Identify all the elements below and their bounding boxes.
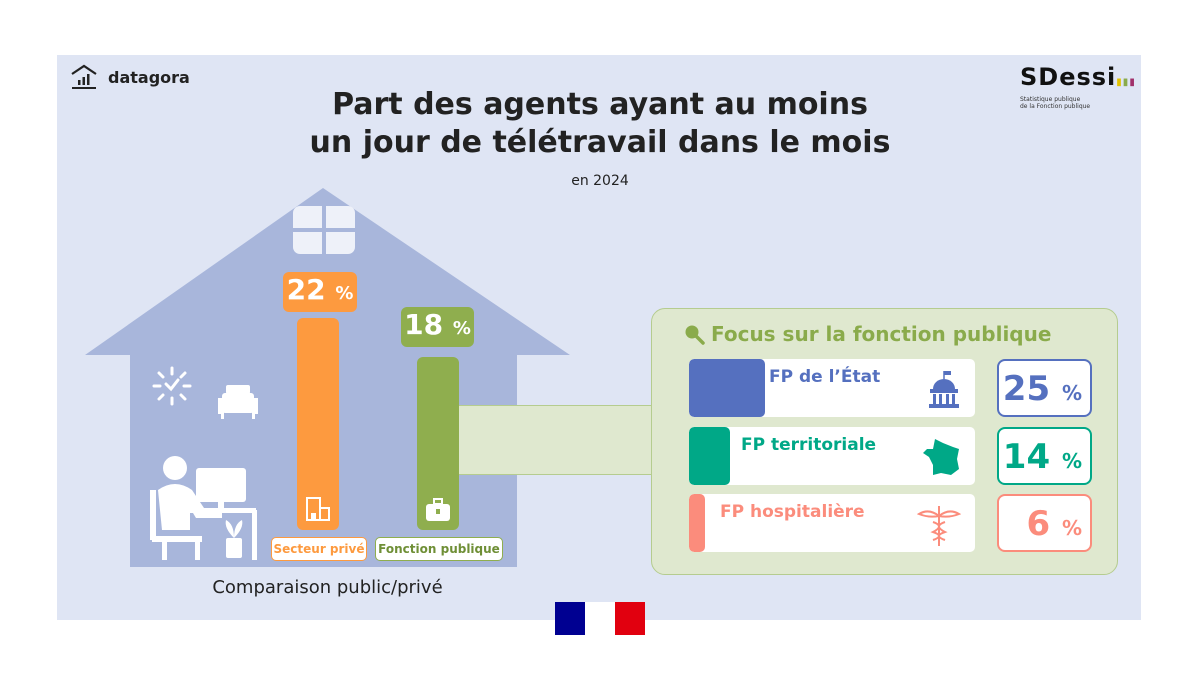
etat-value: 25 % <box>997 359 1092 417</box>
private-sector-label: Secteur privé <box>271 537 367 561</box>
sdessi-tagline-1: Statistique publique <box>1020 96 1081 103</box>
brand-name: datagora <box>108 67 190 87</box>
caduceus-icon <box>917 506 961 546</box>
sdessi-logo: SDessi▮▮▮ Statistique publique de la Fon… <box>1020 63 1136 110</box>
page-subtitle: en 2024 <box>571 173 629 189</box>
sdessi-name: SDessi <box>1020 63 1117 91</box>
title-line-2: un jour de télétravail dans le mois <box>309 125 891 160</box>
public-sector-bar <box>417 357 459 530</box>
focus-row-etat: FP de l’État <box>689 359 975 417</box>
briefcase-icon <box>426 498 450 521</box>
hospitaliere-bar <box>689 494 705 552</box>
government-building-icon <box>929 371 959 408</box>
hospitaliere-value: 6 % <box>997 494 1092 552</box>
private-sector-value: 22 % <box>283 272 357 312</box>
focus-connector <box>459 405 653 475</box>
title-line-1: Part des agents ayant au moins <box>332 87 868 122</box>
window-icon <box>293 206 355 254</box>
hospitaliere-label: FP hospitalière <box>720 502 865 522</box>
etat-label: FP de l’État <box>769 367 881 387</box>
office-building-icon <box>306 497 330 521</box>
sofa-icon <box>218 385 258 419</box>
page-title: Part des agents ayant au moins un jour d… <box>250 86 950 162</box>
republique-francaise-logo <box>555 602 645 635</box>
territoriale-bar <box>689 427 730 485</box>
etat-bar <box>689 359 765 417</box>
datagora-logo: datagora <box>70 64 190 90</box>
public-sector-label: Fonction publique <box>375 537 503 561</box>
focus-row-territoriale: FP territoriale <box>689 427 975 485</box>
private-sector-bar <box>297 318 339 530</box>
house-chart-icon <box>71 64 97 89</box>
magnifier-icon <box>685 325 705 345</box>
sdessi-tagline-2: de la Fonction publique <box>1020 103 1091 110</box>
territoriale-value: 14 % <box>997 427 1092 485</box>
clock-icon <box>152 366 192 406</box>
person-at-desk-icon <box>150 456 257 560</box>
public-sector-value: 18 % <box>401 307 474 347</box>
focus-row-hospitaliere: FP hospitalière <box>689 494 975 552</box>
focus-title: Focus sur la fonction publique <box>683 322 1051 346</box>
comparison-caption: Comparaison public/privé <box>212 577 443 598</box>
territoriale-label: FP territoriale <box>741 435 877 455</box>
france-map-icon <box>923 439 959 475</box>
